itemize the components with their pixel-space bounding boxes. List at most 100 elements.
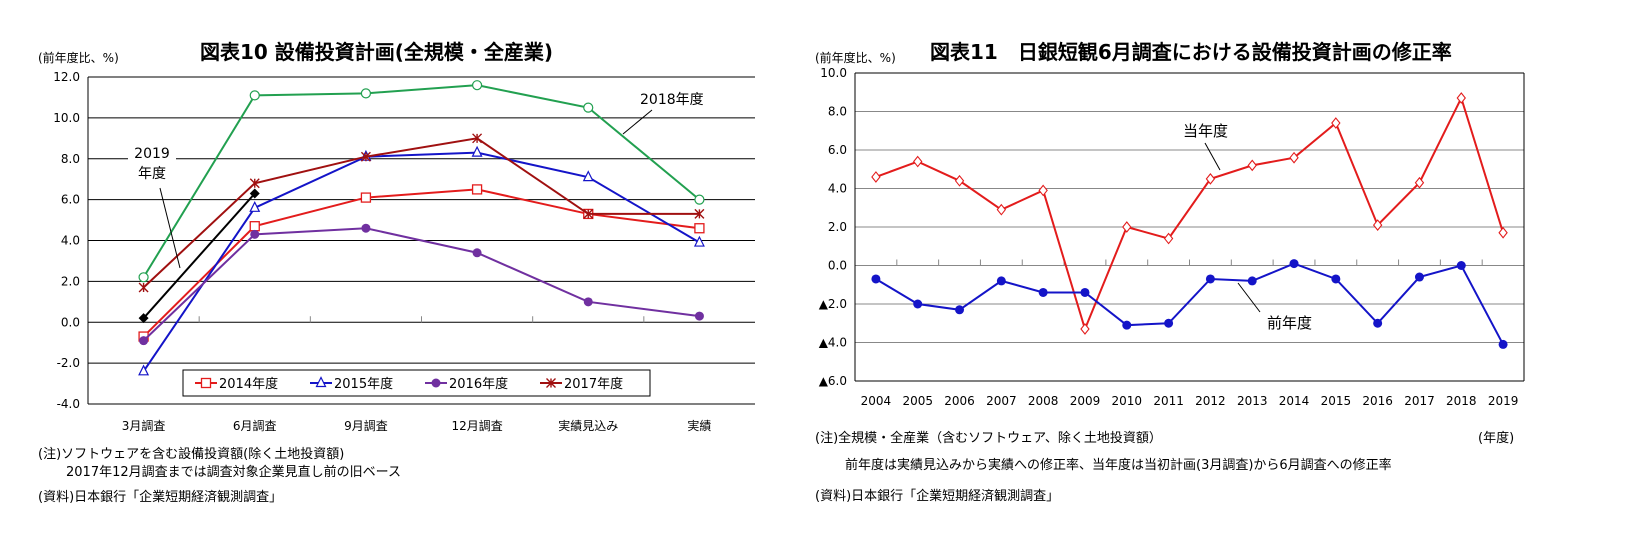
- chart1-annotation-bg: [128, 143, 176, 185]
- chart2-data-point: [1080, 287, 1090, 297]
- chart1-legend-label: 2014年度: [219, 376, 278, 392]
- chart1-data-point: [694, 194, 705, 205]
- chart2-note-1: (注)全規模・全産業（含むソフトウェア、除く土地投資額）: [815, 431, 1162, 446]
- chart1-unit-label: (前年度比、%): [38, 51, 119, 65]
- chart2-data-point: [1456, 92, 1466, 104]
- chart2-x-tick-label: 2012: [1195, 394, 1226, 408]
- chart1-data-point: [583, 208, 594, 219]
- chart2-x-tick-label: 2013: [1237, 394, 1268, 408]
- chart2-data-point: [871, 171, 881, 183]
- chart2-data-point: [1289, 259, 1299, 269]
- chart2-y-tick-label: 8.0: [828, 105, 847, 119]
- chart1-data-point: [139, 336, 149, 346]
- chart2-x-tick-label: 2011: [1153, 394, 1184, 408]
- chart1-legend-marker: [431, 378, 441, 388]
- chart1-data-point: [360, 151, 371, 162]
- chart1-data-point: [694, 223, 705, 234]
- chart2-data-point: [1331, 117, 1341, 129]
- chart1-series-line-2: [142, 227, 700, 342]
- chart2-data-point: [1331, 274, 1341, 284]
- chart2-label-previous-year: 前年度: [1267, 314, 1312, 332]
- chart1-series-line-0: [142, 188, 700, 338]
- chart1-legend-marker: [200, 377, 212, 389]
- chart1-legend-label: 2015年度: [334, 376, 393, 392]
- chart1-data-point: [583, 297, 593, 307]
- chart2-y-tick-label: 0.0: [828, 259, 847, 273]
- chart2-x-tick-label: 2019: [1488, 394, 1519, 408]
- chart1-data-point: [138, 282, 149, 293]
- chart2-note-2: 前年度は実績見込みから実績への修正率、当年度は当初計画(3月調査)から6月調査へ…: [845, 458, 1392, 473]
- chart1-x-tick-label: 3月調査: [122, 419, 166, 433]
- chart1-data-point: [694, 311, 704, 321]
- chart2-y-tick-label: 2.0: [828, 220, 847, 234]
- chart2-source: (資料)日本銀行「企業短期経済観測調査」: [815, 489, 1060, 504]
- chart2-data-point: [955, 305, 965, 315]
- chart2-data-point: [1122, 221, 1132, 233]
- chart2-label-current-year: 当年度: [1183, 122, 1228, 140]
- chart2-y-tick-label: 4.0: [828, 182, 847, 196]
- chart2-y-tick-label: 6.0: [828, 143, 847, 157]
- chart2-series-line-0: [875, 95, 1505, 333]
- chart2-data-point: [1122, 320, 1132, 330]
- chart1-data-point: [471, 145, 483, 157]
- chart1-series-line-1: [142, 151, 700, 372]
- chart1-y-tick-label: 12.0: [53, 70, 80, 84]
- chart2-y-tick-label: ▲6.0: [819, 374, 847, 388]
- chart1-x-tick-label: 実績見込み: [558, 418, 618, 433]
- chart1-data-point: [472, 133, 483, 144]
- chart2-data-point: [1456, 261, 1466, 270]
- chart2-y-tick-label: 10.0: [820, 66, 847, 80]
- chart1-data-point: [360, 88, 372, 99]
- chart2-data-point: [1498, 339, 1508, 349]
- chart1-data-point: [249, 90, 260, 101]
- chart2-x-tick-label: 2018: [1446, 394, 1477, 408]
- chart2-data-point: [1163, 232, 1174, 245]
- chart1-y-tick-label: -2.0: [57, 356, 80, 370]
- chart2-x-tick-label: 2016: [1362, 394, 1393, 408]
- chart1-x-tick-label: 12月調査: [451, 419, 502, 433]
- chart2-data-point: [1247, 276, 1257, 286]
- chart1-data-point: [249, 200, 261, 212]
- chart2-title: 図表11 日銀短観6月調査における設備投資計画の修正率: [930, 40, 1452, 64]
- chart2-label-leader: [1204, 142, 1221, 171]
- chart1-data-point: [138, 364, 150, 376]
- chart1-legend-label: 2017年度: [564, 376, 623, 392]
- chart2-data-point: [1205, 274, 1215, 284]
- chart1-y-tick-label: 2.0: [61, 274, 80, 288]
- chart2-data-point: [1414, 272, 1424, 282]
- chart1-series-line-4: [142, 84, 701, 278]
- chart1-annotation-arrow: [622, 109, 653, 135]
- chart2-data-point: [1205, 172, 1216, 185]
- chart1-data-point: [583, 102, 594, 113]
- chart2-x-tick-label: 2007: [986, 394, 1017, 408]
- chart2-unit-label: (前年度比、%): [815, 51, 896, 65]
- chart1-legend-marker: [315, 376, 327, 388]
- chart2-data-point: [1498, 226, 1508, 239]
- chart1-data-point: [250, 229, 260, 239]
- chart2-x-tick-label: 2008: [1028, 394, 1059, 408]
- chart1-series-line-5: [142, 192, 256, 319]
- chart2-series-line-1: [875, 262, 1504, 345]
- chart2-x-tick-label: 2006: [944, 394, 975, 408]
- chart2-data-point: [1038, 184, 1048, 197]
- chart2-y-tick-label: ▲2.0: [819, 297, 847, 311]
- chart2-data-point: [1164, 318, 1174, 328]
- chart1-data-point: [582, 170, 594, 182]
- chart2-x-tick-label: 2015: [1321, 394, 1352, 408]
- chart2-x-tick-label: 2014: [1279, 394, 1310, 408]
- chart2-data-point: [996, 203, 1007, 216]
- chart2-y-tick-label: ▲4.0: [819, 336, 847, 350]
- chart2-data-point: [1414, 176, 1425, 189]
- chart1-data-point: [471, 80, 483, 91]
- chart1-x-tick-label: 6月調査: [233, 419, 277, 433]
- chart1-y-tick-label: 8.0: [61, 152, 80, 166]
- chart2-x-tick-label: 2004: [861, 394, 892, 408]
- chart1-y-tick-label: -4.0: [57, 397, 80, 411]
- chart2-data-point: [1372, 219, 1383, 231]
- chart1-x-tick-label: 実績: [687, 418, 711, 433]
- chart1-annotation-2019: 2019: [134, 146, 170, 162]
- chart2-data-point: [871, 274, 881, 284]
- chart1-data-point: [138, 272, 149, 283]
